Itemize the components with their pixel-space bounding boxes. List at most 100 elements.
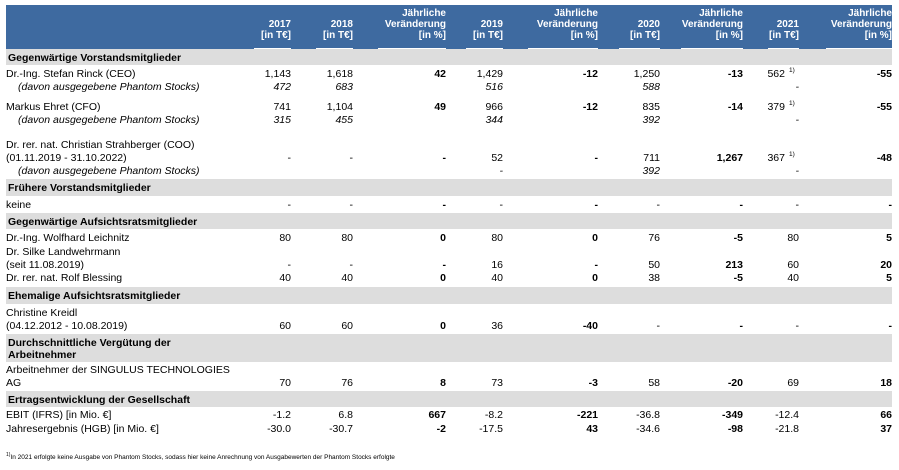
value-cell: 1,618 (326, 68, 353, 80)
row-label: Dr.-Ing. Wolfhard Leichnitz (6, 232, 130, 244)
footnote-text: In 2021 erfolgte keine Ausgabe von Phant… (10, 454, 395, 462)
header-col-7-line3: [in %] (715, 30, 743, 41)
value-cell: - (442, 199, 447, 211)
value-cell: 58 (648, 377, 660, 389)
section-title: Gegenwärtige Vorstandsmitglieder (8, 52, 182, 64)
value-cell: -5 (733, 272, 743, 284)
header-col-3-line3: [in %] (418, 30, 446, 41)
value-cell: -12 (582, 101, 598, 113)
value-cell: -30.7 (329, 423, 353, 435)
value-cell: 40 (491, 272, 503, 284)
value-cell: -5 (733, 232, 743, 244)
header-col-5-line3: [in %] (570, 30, 598, 41)
value-cell: 6.8 (338, 409, 353, 421)
value-cell: - (656, 199, 661, 211)
row-label-line2: (01.11.2019 - 31.10.2022) (6, 152, 127, 164)
section-title: Ehemalige Aufsichtsratsmitglieder (8, 290, 181, 302)
row-label: Dr.-Ing. Stefan Rinck (CEO) (6, 68, 136, 80)
header-col-9-line3: [in %] (864, 30, 892, 41)
header-col-5-line1: Jährliche (554, 8, 598, 19)
value-cell: - (442, 259, 447, 271)
value-cell: -349 (721, 409, 743, 421)
row-label: Dr. Silke Landwehrmann (6, 246, 121, 258)
value-cell: 472 (273, 81, 291, 93)
value-cell: - (287, 199, 292, 211)
value-cell: 1,143 (264, 68, 291, 80)
header-col-8: 2021 [in T€] (769, 8, 799, 41)
header-col-1: 2017 [in T€] (261, 8, 291, 41)
value-cell: 40 (787, 272, 799, 284)
header-col-3-line2: Veränderung (384, 19, 446, 30)
value-cell: 1,429 (476, 68, 503, 80)
section-title: Frühere Vorstandsmitglieder (8, 182, 151, 194)
header-underline (619, 48, 660, 49)
header-col-7-line2: Veränderung (681, 19, 743, 30)
value-cell: 455 (335, 114, 353, 126)
value-cell: - (888, 320, 893, 332)
value-cell: 966 (485, 101, 503, 113)
header-col-9-line2: Veränderung (830, 19, 892, 30)
value-cell: 20 (880, 259, 892, 271)
value-cell: 8 (440, 377, 446, 389)
value-cell: -3 (588, 377, 598, 389)
header-col-6: 2020 [in T€] (630, 8, 660, 41)
section-title: Ertragsentwicklung der Gesellschaft (8, 394, 191, 406)
row-label: keine (6, 199, 32, 211)
value-cell: 76 (648, 232, 660, 244)
value-cell: 50 (648, 259, 660, 271)
header-col-8-line1 (769, 8, 799, 19)
value-cell: 392 (642, 114, 660, 126)
value-cell: 1,250 (633, 68, 660, 80)
value-cell: -17.5 (479, 423, 503, 435)
compensation-table: 2017 [in T€] 2018 [in T€] Jährliche Veränderu… (6, 5, 892, 435)
value-cell: 835 (642, 101, 660, 113)
value-cell: - (499, 165, 504, 177)
header-col-8-line2: 2021 (776, 19, 799, 30)
header-col-9-line1: Jährliche (848, 8, 892, 19)
footnote-ref: 1) (789, 67, 795, 74)
value-cell: 588 (642, 81, 660, 93)
value-cell: 60 (787, 259, 799, 271)
value-cell: 0 (440, 320, 446, 332)
value-cell: 80 (491, 232, 503, 244)
section-title: Gegenwärtige Aufsichtsratsmitglieder (8, 216, 198, 228)
value-cell: 315 (273, 114, 291, 126)
header-col-4-line3: [in T€] (473, 30, 503, 41)
value-cell: - (795, 320, 800, 332)
section-s2: Frühere Vorstandsmitglieder (6, 179, 892, 196)
value-cell: 0 (592, 272, 598, 284)
header-col-7: Jährliche Veränderung [in %] (682, 8, 743, 41)
row-label: Dr. rer. nat. Christian Strahberger (COO… (6, 139, 195, 151)
value-cell: - (795, 199, 800, 211)
value-cell: 60 (341, 320, 353, 332)
footnote-ref: 1) (789, 100, 795, 107)
row-label-line2: AG (6, 377, 22, 389)
table-header: 2017 [in T€] 2018 [in T€] Jährliche Veränderu… (6, 5, 892, 49)
value-cell: 73 (491, 377, 503, 389)
header-col-4-line1 (473, 8, 503, 19)
header-col-6-line1 (630, 8, 660, 19)
value-cell: -40 (582, 320, 598, 332)
value-cell: 667 (428, 409, 446, 421)
value-cell: -48 (876, 152, 892, 164)
value-cell: 562 (767, 68, 785, 80)
header-underline (254, 48, 291, 49)
value-cell: 392 (642, 165, 660, 177)
row-label-line2: (seit 11.08.2019) (6, 259, 85, 271)
value-cell: 18 (880, 377, 892, 389)
value-cell: 711 (643, 152, 660, 164)
header-underline (681, 48, 743, 49)
row-label: EBIT (IFRS) [in Mio. €] (6, 409, 112, 421)
footnote-ref: 1) (789, 151, 795, 158)
row-label: (davon ausgegebene Phantom Stocks) (18, 81, 200, 93)
value-cell: -20 (727, 377, 743, 389)
header-col-3-line1: Jährliche (402, 8, 446, 19)
value-cell: -14 (727, 101, 743, 113)
value-cell: - (442, 152, 447, 164)
value-cell: 43 (586, 423, 598, 435)
value-cell: 5 (886, 232, 892, 244)
header-col-2-line1 (323, 8, 353, 19)
value-cell: 40 (341, 272, 353, 284)
value-cell: - (594, 152, 599, 164)
value-cell: -12.4 (775, 409, 799, 421)
